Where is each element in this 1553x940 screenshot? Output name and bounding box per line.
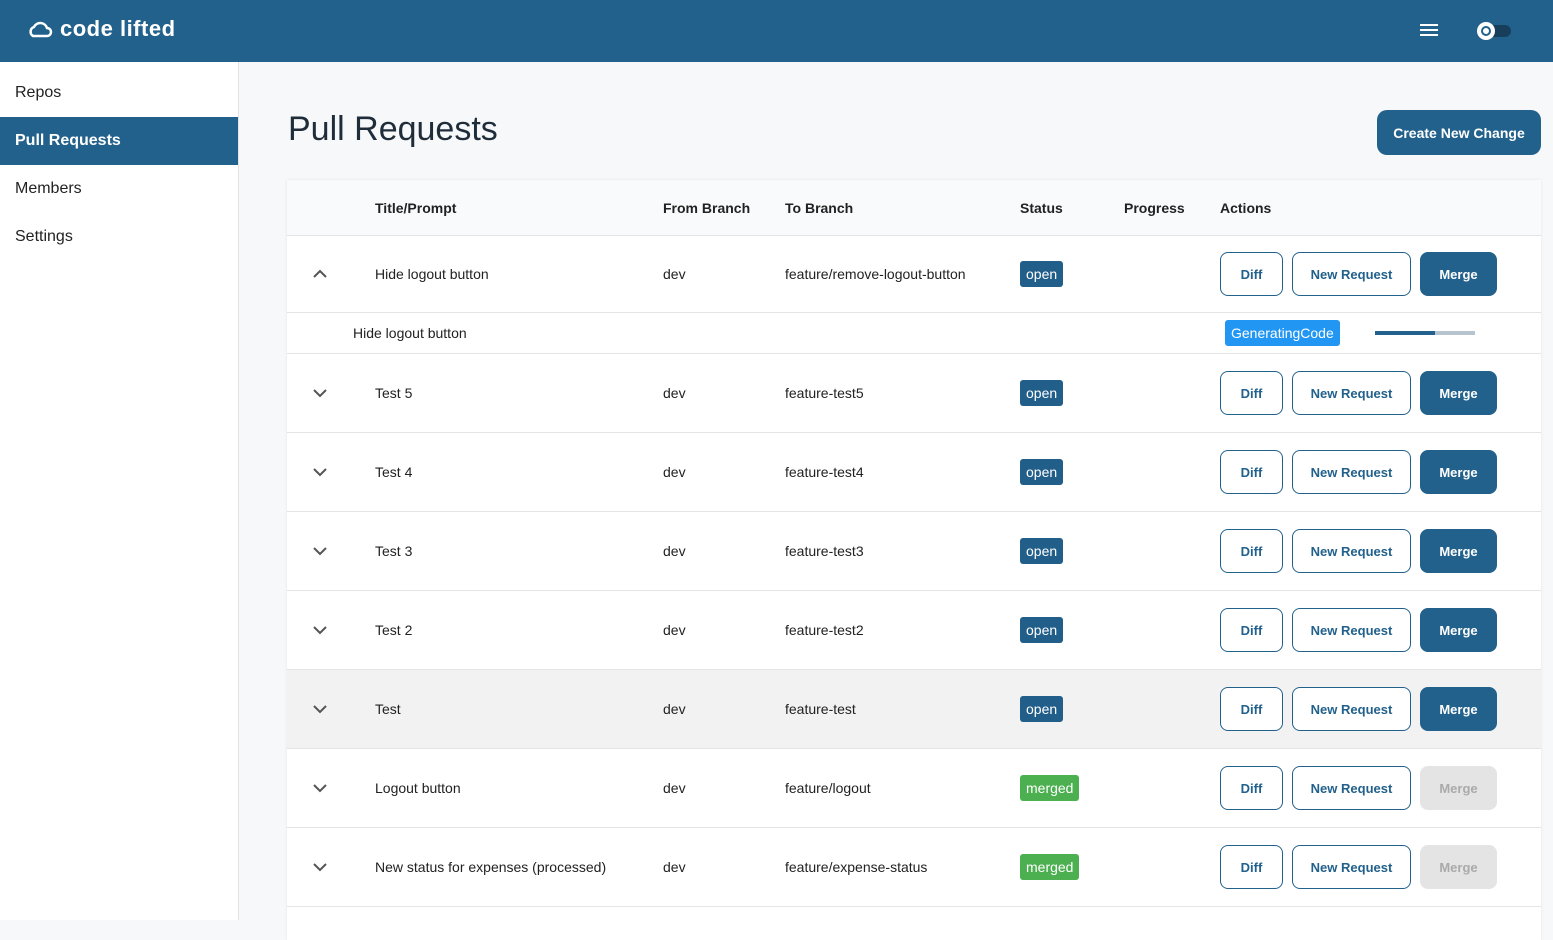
action-button[interactable]: New Request xyxy=(1292,766,1411,810)
pr-row: Test 2 dev feature-test2 open Diff New Reques… xyxy=(287,591,1541,670)
nav-item[interactable]: Members xyxy=(15,180,82,197)
action-button[interactable]: Diff xyxy=(1220,252,1283,296)
column-header: To Branch xyxy=(785,199,854,216)
action-button[interactable]: Diff xyxy=(1220,687,1283,731)
expand-button[interactable] xyxy=(313,625,327,635)
pr-row: Test 4 dev feature-test4 open Diff New Reques… xyxy=(287,433,1541,512)
to-branch: feature/expense-status xyxy=(785,859,928,875)
action-button[interactable]: New Request xyxy=(1292,252,1411,296)
action-button[interactable]: Merge xyxy=(1420,608,1497,652)
status-badge: open xyxy=(1020,261,1064,287)
status-badge: open xyxy=(1020,696,1064,722)
action-button[interactable]: Merge xyxy=(1420,687,1497,731)
action-button[interactable]: Merge xyxy=(1420,529,1497,573)
pr-title: Test 2 xyxy=(375,622,413,638)
pr-title: Logout button xyxy=(375,780,461,796)
pull-request-table: Title/Prompt From Branch To Branch Status Pr… xyxy=(287,180,1541,940)
action-button[interactable]: Merge xyxy=(1420,371,1497,415)
to-branch: feature/remove-logout-button xyxy=(785,266,966,282)
from-branch: dev xyxy=(663,543,686,559)
column-header: Actions xyxy=(1220,199,1272,216)
pr-row: Test dev feature-test open Diff New Request Me… xyxy=(287,670,1541,749)
expand-button[interactable] xyxy=(313,388,327,398)
expand-button[interactable] xyxy=(313,704,327,714)
pr-row: Logout button dev feature/logout merged Diff… xyxy=(287,749,1541,828)
to-branch: feature-test4 xyxy=(785,464,864,480)
action-button[interactable]: New Request xyxy=(1292,529,1411,573)
nav-item[interactable]: Pull Requests xyxy=(0,117,238,165)
to-branch: feature-test xyxy=(785,701,856,717)
from-branch: dev xyxy=(663,622,686,638)
pr-title: Test 5 xyxy=(375,385,413,401)
status-badge: merged xyxy=(1020,854,1080,880)
collapse-button[interactable] xyxy=(313,269,327,279)
from-branch: dev xyxy=(663,266,686,282)
action-button[interactable]: Diff xyxy=(1220,608,1283,652)
status-badge: open xyxy=(1020,459,1064,485)
pr-row: Hide logout button dev feature/remove-logo… xyxy=(287,236,1541,313)
pr-title: Test 4 xyxy=(375,464,413,480)
to-branch: feature-test2 xyxy=(785,622,864,638)
menu-button[interactable] xyxy=(1419,22,1439,38)
column-header: Progress xyxy=(1124,199,1185,216)
status-badge: open xyxy=(1020,617,1064,643)
pr-title: Test xyxy=(375,701,401,717)
request-row: Hide logout button GeneratingCode xyxy=(287,313,1541,354)
expand-button[interactable] xyxy=(313,862,327,872)
from-branch: dev xyxy=(663,701,686,717)
sidebar: Repos Pull Requests Members Settings xyxy=(0,62,239,920)
action-button[interactable]: New Request xyxy=(1292,608,1411,652)
column-header: Status xyxy=(1020,199,1063,216)
action-button[interactable]: Merge xyxy=(1420,450,1497,494)
expand-button[interactable] xyxy=(313,783,327,793)
pr-title: New status for expenses (processed) xyxy=(375,859,607,875)
status-badge: open xyxy=(1020,538,1064,564)
action-button[interactable]: Diff xyxy=(1220,529,1283,573)
logo-icon xyxy=(29,21,53,38)
progress-fill xyxy=(1375,331,1435,335)
from-branch: dev xyxy=(663,385,686,401)
action-button[interactable]: New Request xyxy=(1292,371,1411,415)
pr-row: New status for expenses (processed) dev fe… xyxy=(287,828,1541,907)
action-button[interactable]: Diff xyxy=(1220,450,1283,494)
action-button[interactable]: New Request xyxy=(1292,687,1411,731)
pr-title: Test 3 xyxy=(375,543,413,559)
progress-track xyxy=(1375,331,1475,335)
to-branch: feature-test3 xyxy=(785,543,864,559)
request-state: GeneratingCode xyxy=(1225,320,1340,346)
from-branch: dev xyxy=(663,859,686,875)
page: code lifted Repos Pull Requests Members Set… xyxy=(0,0,1553,920)
action-button[interactable]: New Request xyxy=(1292,845,1411,889)
nav-item[interactable]: Settings xyxy=(15,228,73,245)
pr-row: Test 5 dev feature-test5 open Diff New Reques… xyxy=(287,354,1541,433)
top-bar: code lifted xyxy=(0,0,1553,62)
action-button[interactable]: Diff xyxy=(1220,371,1283,415)
action-button[interactable]: Merge xyxy=(1420,252,1497,296)
action-button[interactable]: Diff xyxy=(1220,766,1283,810)
expand-button[interactable] xyxy=(313,546,327,556)
action-button: Merge xyxy=(1420,766,1497,810)
page-title: Pull Requests xyxy=(288,110,498,148)
create-button[interactable]: Create New Change xyxy=(1377,110,1541,155)
brand: code lifted xyxy=(60,16,176,41)
request-title: Hide logout button xyxy=(353,325,467,341)
expand-button[interactable] xyxy=(313,467,327,477)
status-badge: open xyxy=(1020,380,1064,406)
to-branch: feature/logout xyxy=(785,780,871,796)
status-badge: merged xyxy=(1020,775,1080,801)
nav-item[interactable]: Repos xyxy=(15,84,62,101)
from-branch: dev xyxy=(663,464,686,480)
action-button[interactable]: Diff xyxy=(1220,845,1283,889)
theme-toggle[interactable] xyxy=(1473,19,1513,43)
table-header: Title/Prompt From Branch To Branch Status Pr… xyxy=(287,180,1541,236)
action-button: Merge xyxy=(1420,845,1497,889)
action-button[interactable]: New Request xyxy=(1292,450,1411,494)
from-branch: dev xyxy=(663,780,686,796)
pr-title: Hide logout button xyxy=(375,266,489,282)
column-header: Title/Prompt xyxy=(375,199,457,216)
pr-row: Test 3 dev feature-test3 open Diff New Reques… xyxy=(287,512,1541,591)
to-branch: feature-test5 xyxy=(785,385,864,401)
column-header: From Branch xyxy=(663,199,751,216)
